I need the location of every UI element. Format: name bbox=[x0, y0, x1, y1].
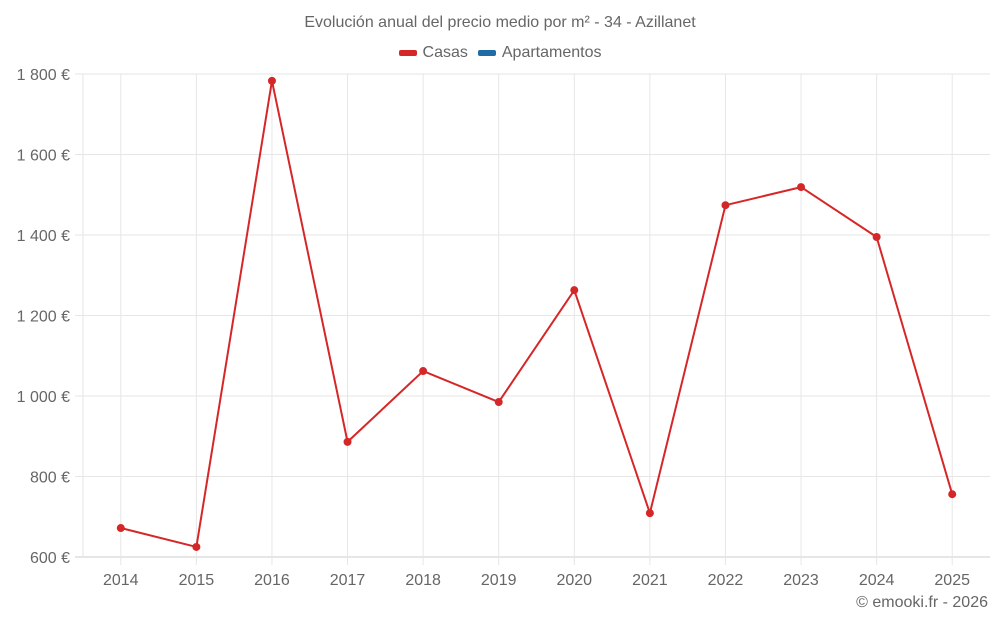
data-point[interactable] bbox=[948, 490, 957, 499]
y-tick-label: 1 200 € bbox=[17, 309, 70, 326]
x-axis: 2014 2015 2016 2017 2018 2019 2020 2021 2022 2023… bbox=[103, 572, 970, 589]
y-tick-label: 1 800 € bbox=[17, 67, 70, 84]
legend-label-casas: Casas bbox=[422, 44, 468, 61]
legend-item-casas[interactable]: Casas bbox=[398, 44, 468, 62]
y-axis: 600 € 800 € 1 000 € 1 200 € 1 400 € 1 600 € 1 … bbox=[17, 67, 70, 567]
data-point[interactable] bbox=[797, 183, 806, 192]
data-point[interactable] bbox=[343, 437, 352, 446]
y-tick-label: 1 000 € bbox=[17, 389, 70, 406]
x-tick-label: 2019 bbox=[481, 572, 517, 589]
data-point[interactable] bbox=[872, 233, 881, 242]
data-point[interactable] bbox=[419, 367, 428, 376]
credit-text: © emooki.fr - 2026 bbox=[856, 594, 988, 611]
y-tick-label: 600 € bbox=[30, 550, 70, 567]
y-tick-label: 1 600 € bbox=[17, 148, 70, 165]
x-tick-label: 2021 bbox=[632, 572, 668, 589]
data-point[interactable] bbox=[570, 286, 579, 295]
x-tick-label: 2020 bbox=[556, 572, 592, 589]
legend-swatch-apartamentos-icon bbox=[477, 50, 496, 56]
data-point[interactable] bbox=[494, 398, 503, 407]
data-point[interactable] bbox=[645, 509, 654, 518]
data-point[interactable] bbox=[192, 542, 201, 551]
x-tick-label: 2024 bbox=[859, 572, 895, 589]
y-tick-label: 1 400 € bbox=[17, 228, 70, 245]
legend-label-apartamentos: Apartamentos bbox=[501, 44, 602, 61]
data-point[interactable] bbox=[116, 524, 125, 533]
x-tick-label: 2017 bbox=[330, 572, 366, 589]
x-tick-label: 2016 bbox=[254, 572, 290, 589]
y-tick-label: 800 € bbox=[30, 470, 70, 487]
x-tick-label: 2023 bbox=[783, 572, 819, 589]
data-point[interactable] bbox=[721, 201, 730, 210]
x-tick-label: 2014 bbox=[103, 572, 139, 589]
gridlines bbox=[75, 73, 990, 565]
x-tick-label: 2018 bbox=[405, 572, 441, 589]
x-tick-label: 2022 bbox=[708, 572, 744, 589]
series-casas bbox=[116, 76, 957, 551]
x-tick-label: 2025 bbox=[934, 572, 970, 589]
legend: Casas Apartamentos bbox=[0, 44, 1000, 62]
legend-swatch-casas-icon bbox=[398, 50, 417, 56]
legend-item-apartamentos[interactable]: Apartamentos bbox=[477, 44, 602, 62]
x-tick-label: 2015 bbox=[179, 572, 215, 589]
data-point[interactable] bbox=[267, 76, 276, 85]
chart-title: Evolución anual del precio medio por m² … bbox=[304, 14, 696, 31]
